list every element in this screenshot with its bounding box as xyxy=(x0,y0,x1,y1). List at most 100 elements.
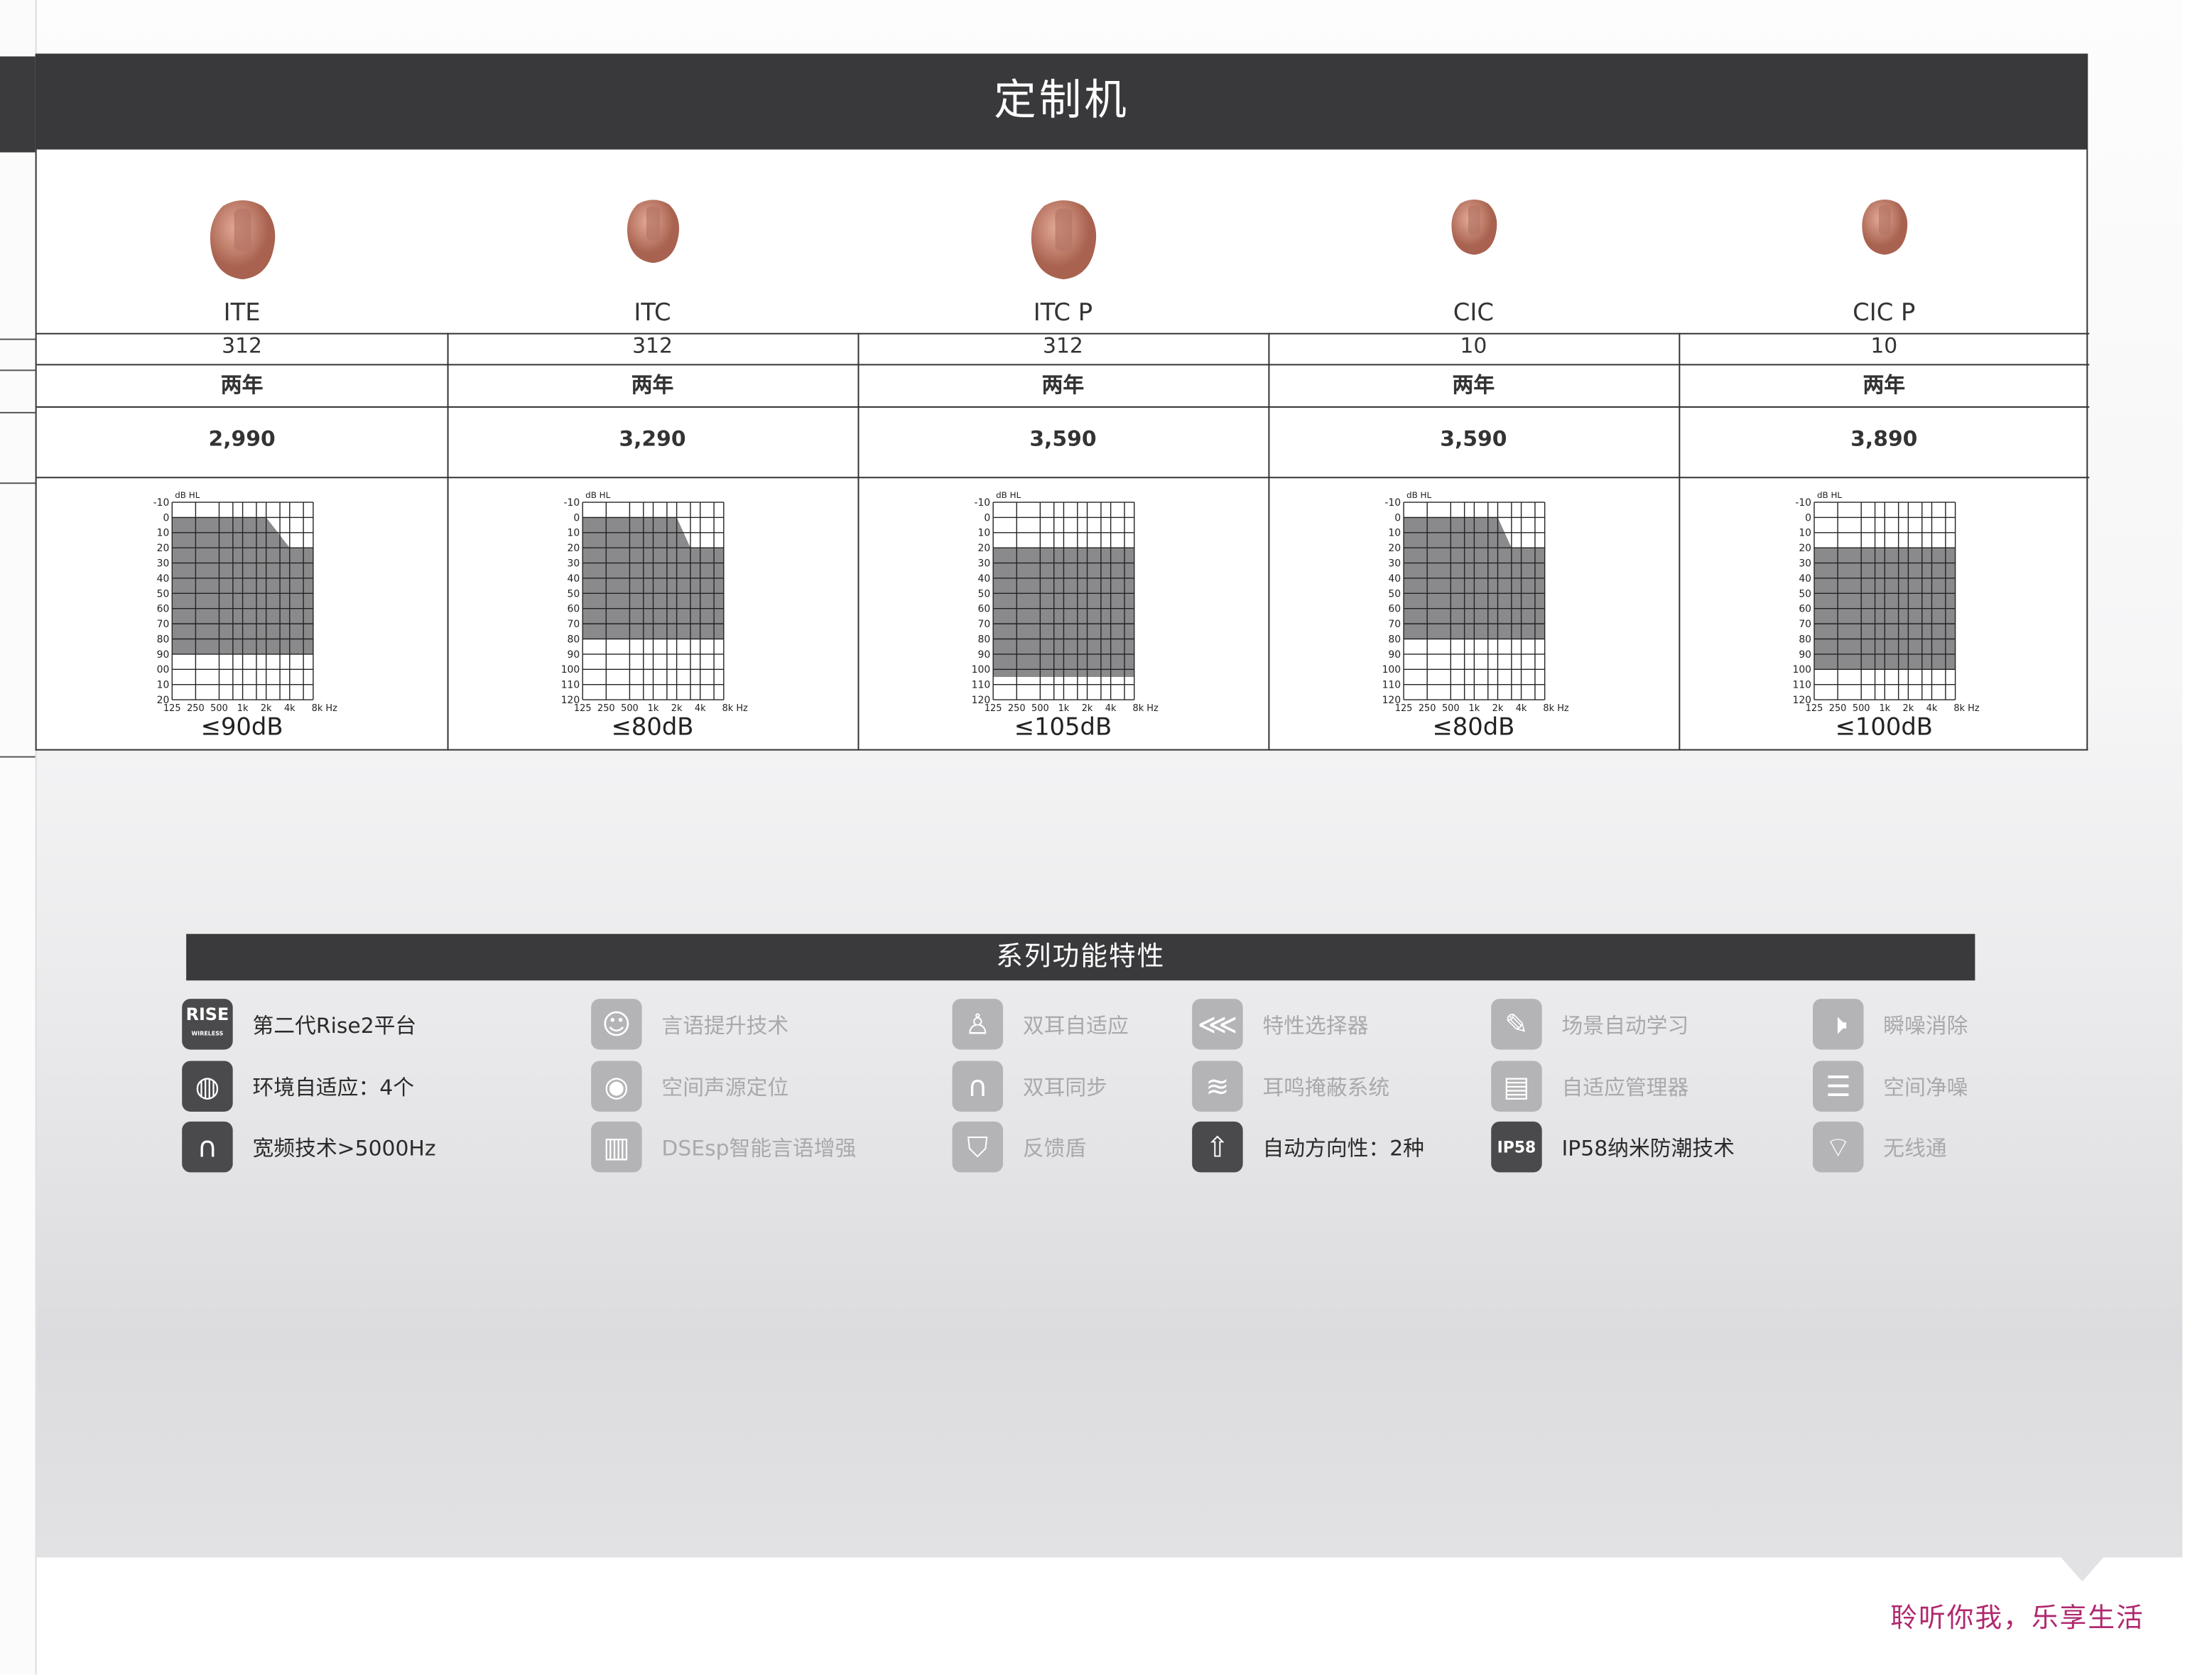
x-tick-label: 250 xyxy=(1419,703,1436,711)
feature-item: ☺ 言语提升技术 xyxy=(591,999,789,1050)
divider xyxy=(36,364,2090,366)
y-tick-label: 110 xyxy=(972,680,991,691)
icon-subtext: WIRELESS xyxy=(191,1029,224,1037)
feature-item: ≋ 耳鸣掩蔽系统 xyxy=(1192,1061,1390,1112)
x-tick-label: 500 xyxy=(1853,703,1870,711)
y-tick-label: 20 xyxy=(1388,543,1401,554)
warranty: 两年 xyxy=(1452,372,1495,399)
feature-item: ∩ 宽频技术>5000Hz xyxy=(182,1121,435,1173)
y-tick-label: 20 xyxy=(157,695,170,706)
left-page-band xyxy=(0,56,36,153)
hearing-aid-image xyxy=(1861,199,1907,255)
divider xyxy=(447,332,449,751)
bar-chart-icon: ▤ xyxy=(1491,1061,1542,1112)
rise-wireless-icon: RISE WIRELESS xyxy=(182,999,233,1050)
feature-item: ⋘ 特性选择器 xyxy=(1192,999,1368,1050)
x-tick-label: 4k xyxy=(1516,703,1527,711)
y-tick-label: 10 xyxy=(1388,528,1401,539)
x-tick-label: 2k xyxy=(1903,703,1914,711)
x-tick-label: 250 xyxy=(1829,703,1847,711)
hearing-aid-image xyxy=(1030,200,1096,280)
product-column-itc-p: ITC P 312 两年 3,590 ≤105dB -10 0 10 20 30 40 50 6… xyxy=(857,150,1268,751)
y-tick-label: 20 xyxy=(568,543,580,554)
y-tick-label: -10 xyxy=(153,497,170,509)
y-tick-label: 90 xyxy=(568,649,580,661)
price: 3,890 xyxy=(1850,425,1918,452)
y-tick-label: 100 xyxy=(1793,664,1812,676)
y-tick-label: 60 xyxy=(157,604,170,615)
right-margin xyxy=(2182,0,2212,1675)
feature-label: 双耳同步 xyxy=(1022,1074,1108,1100)
signal-icon: ☰ xyxy=(1813,1061,1864,1112)
audiogram-chart: -10 0 10 20 30 40 50 60 70 80 90 100 110 120 dB HL 125 2… xyxy=(1793,490,1980,711)
icon-text: RISE xyxy=(185,1004,229,1024)
icon-text: IP58 xyxy=(1497,1137,1536,1156)
x-tick-label: 8k Hz xyxy=(1953,703,1979,711)
price: 2,990 xyxy=(208,425,276,452)
y-tick-label: 10 xyxy=(157,528,170,539)
battery-size: 10 xyxy=(1460,332,1487,359)
y-tick-label: 50 xyxy=(977,588,990,600)
speaker-mute-icon: 🕨 xyxy=(1813,999,1864,1050)
y-tick-label: 90 xyxy=(1799,649,1811,661)
x-tick-label: 4k xyxy=(1105,703,1117,711)
feature-label: IP58纳米防潮技术 xyxy=(1561,1134,1735,1161)
divider xyxy=(36,406,2090,408)
waves-icon: ≋ xyxy=(1192,1061,1243,1112)
feature-item: ✎ 场景自动学习 xyxy=(1491,999,1689,1050)
feature-label: 言语提升技术 xyxy=(661,1012,789,1038)
y-tick-label: 30 xyxy=(1388,558,1401,570)
x-tick-label: 2k xyxy=(671,703,683,711)
y-tick-label: 80 xyxy=(157,634,170,645)
product-column-cic: CIC 10 两年 3,590 ≤80dB -10 0 10 20 30 40 50 60 70 8… xyxy=(1268,150,1679,751)
y-tick-label: 40 xyxy=(1799,573,1811,585)
x-tick-label: 8k Hz xyxy=(312,703,337,711)
arrow-up-icon: ⇧ xyxy=(1192,1121,1243,1173)
product-column-cic-p: CIC P 10 两年 3,890 ≤100dB -10 0 10 20 30 40 50 60… xyxy=(1679,150,2089,751)
y-tick-label: 10 xyxy=(977,528,990,539)
y-tick-label: 100 xyxy=(561,664,580,676)
x-tick-label: 4k xyxy=(284,703,296,711)
fitting-range: ≤80dB xyxy=(611,713,694,742)
x-tick-label: 2k xyxy=(261,703,272,711)
y-tick-label: 70 xyxy=(568,619,580,630)
y-tick-label: 80 xyxy=(1799,634,1811,645)
x-tick-label: 500 xyxy=(621,703,639,711)
y-axis-label: dB HL xyxy=(1817,490,1842,500)
divider xyxy=(0,369,36,372)
feature-label: 空间净噪 xyxy=(1883,1074,1968,1100)
hearing-aid-image xyxy=(209,200,275,280)
feature-label: 环境自适应：4个 xyxy=(252,1074,414,1100)
y-tick-label: 120 xyxy=(972,695,991,706)
y-tick-label: 40 xyxy=(157,573,170,585)
y-tick-label: -10 xyxy=(1384,497,1401,509)
fitting-range: ≤80dB xyxy=(1432,713,1515,742)
price: 3,590 xyxy=(1029,425,1097,452)
feature-label: 耳鸣掩蔽系统 xyxy=(1262,1074,1390,1100)
y-tick-label: 80 xyxy=(568,634,580,645)
product-name: ITC xyxy=(634,299,671,327)
feature-item: ⇧ 自动方向性：2种 xyxy=(1192,1121,1424,1173)
audiogram-chart: -10 0 10 20 30 40 50 60 70 80 90 100 110 120 dB HL 125 2… xyxy=(561,490,748,711)
y-tick-label: 60 xyxy=(1388,604,1401,615)
audiogram-chart: -10 0 10 20 30 40 50 60 70 80 90 100 110 120 dB HL 125 2… xyxy=(972,490,1159,711)
y-tick-label: 50 xyxy=(568,588,580,600)
y-tick-label: 120 xyxy=(1793,695,1812,706)
feature-label: 场景自动学习 xyxy=(1561,1012,1689,1038)
y-tick-label: 90 xyxy=(977,649,990,661)
feature-item: ∩ 双耳同步 xyxy=(952,1061,1108,1112)
notch-decoration xyxy=(2059,1556,2105,1582)
divider xyxy=(0,411,36,413)
warranty: 两年 xyxy=(631,372,674,399)
y-tick-label: 20 xyxy=(157,543,170,554)
battery-size: 312 xyxy=(1042,332,1083,359)
feature-item: IP58 IP58纳米防潮技术 xyxy=(1491,1121,1735,1173)
y-tick-label: 120 xyxy=(1382,695,1402,706)
audiogram-chart: -10 0 10 20 30 40 50 60 70 80 90 100 110 120 dB HL 125 2… xyxy=(1382,490,1569,711)
y-tick-label: 80 xyxy=(1388,634,1401,645)
x-tick-label: 1k xyxy=(237,703,249,711)
person-icon: ♙ xyxy=(952,999,1004,1050)
y-tick-label: 30 xyxy=(157,558,170,570)
y-tick-label: 50 xyxy=(1388,588,1401,600)
